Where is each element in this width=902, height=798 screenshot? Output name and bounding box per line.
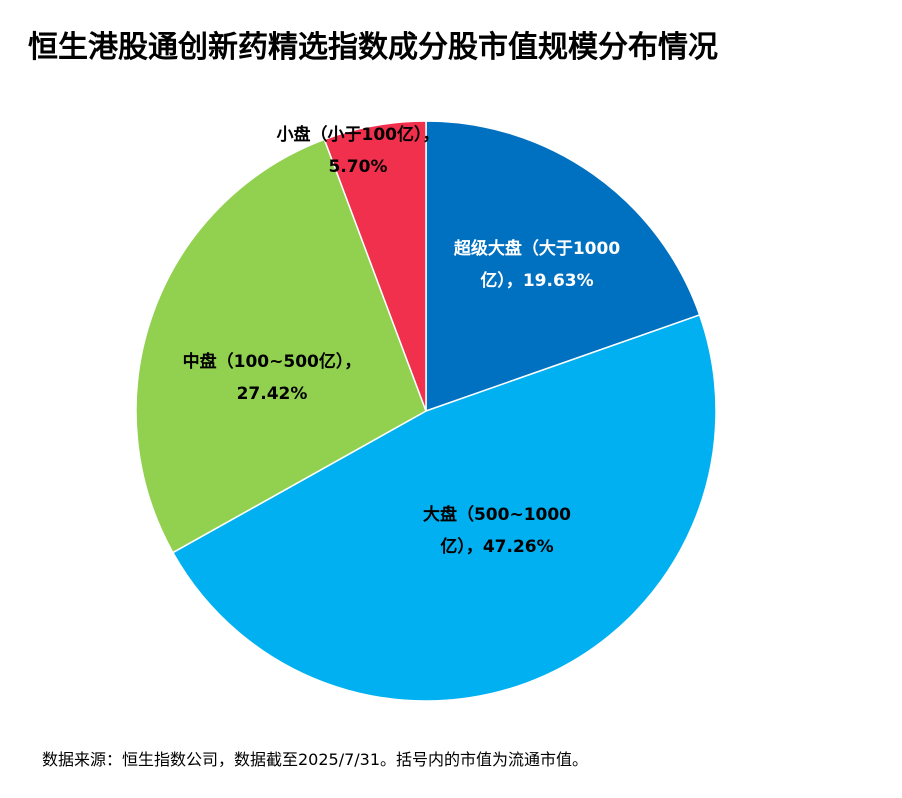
source-note: 数据来源：恒生指数公司，数据截至2025/7/31。括号内的市值为流通市值。 (42, 750, 589, 769)
slice-mid-cap (135, 138, 427, 554)
slice-small-cap-label: 小盘（小于100亿）， 5.70% (277, 124, 440, 177)
pie-chart: 超级大盘（大于1000 亿），19.63% 大盘（500~1000 亿），47.26%… (135, 120, 717, 702)
slice-large-cap (171, 314, 717, 702)
slice-large-cap-label: 大盘（500~1000 亿），47.26% (423, 504, 571, 557)
slice-small-cap (323, 120, 427, 412)
slice-mid-cap-label: 中盘（100~500亿）， 27.42% (183, 351, 362, 404)
chart-title: 恒生港股通创新药精选指数成分股市值规模分布情况 (28, 30, 718, 65)
slice-super-large-cap-label: 超级大盘（大于1000 亿），19.63% (454, 238, 620, 291)
